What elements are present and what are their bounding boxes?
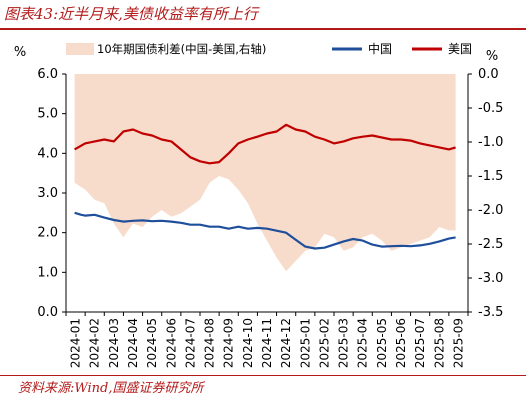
right-tick-label: 0.0: [478, 67, 499, 82]
left-tick-label: 4.0: [37, 146, 58, 161]
title-rule: [0, 28, 526, 30]
legend-label-1: 中国: [368, 41, 392, 56]
axes-layer: 0.0 1.0 2.0 3.0 4.0 5.0 6.0% 0.0 -0.5 -1.0 -1.5 -2.…: [14, 45, 504, 368]
x-tick-label: 2025-09: [451, 318, 465, 368]
left-tick-label: 2.0: [37, 226, 58, 241]
x-tick-label: 2024-06: [164, 318, 178, 368]
left-tick-label: 6.0: [37, 67, 58, 82]
right-tick-label: -3.5: [478, 305, 503, 320]
x-tick-label: 2025-04: [356, 318, 370, 368]
left-tick-label: 0.0: [37, 305, 58, 320]
right-axis-unit: %: [486, 49, 498, 64]
x-tick-label: 2024-03: [107, 318, 121, 368]
left-axis-unit: %: [14, 45, 26, 60]
legend-swatch-spread: [66, 43, 94, 55]
x-tick-label: 2024-12: [279, 318, 293, 368]
x-tick-label: 2024-07: [183, 318, 197, 368]
left-tick-label: 5.0: [37, 107, 58, 122]
x-tick-label: 2024-09: [222, 318, 236, 368]
x-tick-label: 2024-04: [126, 318, 140, 368]
series-line-2: [74, 123, 456, 165]
left-tick-label: 1.0: [37, 265, 58, 280]
x-tick-label: 2024-08: [203, 318, 217, 368]
x-tick-label: 2024-02: [88, 318, 102, 368]
right-tick-label: -2.0: [478, 203, 503, 218]
left-tick-label: 3.0: [37, 186, 58, 201]
right-tick-label: -1.5: [478, 169, 503, 184]
right-tick-label: -0.5: [478, 101, 503, 116]
x-tick-label: 2025-01: [298, 318, 312, 368]
x-tick-label: 2025-05: [375, 318, 389, 368]
right-tick-label: -3.0: [478, 271, 503, 286]
x-tick-label: 2025-08: [432, 318, 446, 368]
figure-title: 图表43:近半月来,美债收益率有所上行: [4, 5, 258, 23]
legend-label-spread: 10年期国债利差(中国-美国,右轴): [97, 42, 266, 56]
x-tick-label: 2024-11: [260, 318, 274, 368]
x-tick-label: 2025-06: [394, 318, 408, 368]
series-line-1: [74, 211, 456, 250]
x-tick-label: 2024-05: [145, 318, 159, 368]
spread-area: [74, 74, 456, 272]
source-note: 资料来源:Wind,国盛证券研究所: [18, 381, 204, 396]
chart: 10年期国债利差(中国-美国,右轴) 中国 美国 0.0 1.0 2.0 3.0 4.0 5.…: [14, 41, 504, 368]
legend-label-2: 美国: [448, 42, 472, 56]
x-tick-label: 2025-03: [337, 318, 351, 368]
legend: 10年期国债利差(中国-美国,右轴) 中国 美国: [66, 41, 472, 56]
spread-area-layer: [74, 74, 456, 272]
source-rule: [0, 375, 526, 376]
line-layer: [74, 123, 456, 250]
right-tick-label: -1.0: [478, 135, 503, 150]
x-tick-label: 2025-02: [317, 318, 331, 368]
right-tick-label: -2.5: [478, 237, 503, 252]
x-tick-label: 2025-07: [413, 318, 427, 368]
x-tick-label: 2024-10: [241, 318, 255, 368]
x-tick-label: 2024-01: [69, 318, 83, 368]
